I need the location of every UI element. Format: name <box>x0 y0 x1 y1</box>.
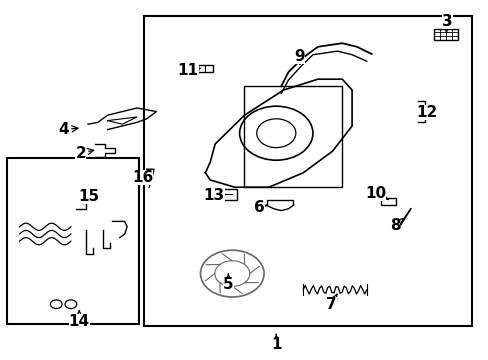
Bar <box>381 198 395 205</box>
Bar <box>217 189 237 200</box>
Text: 13: 13 <box>203 188 224 203</box>
Text: 16: 16 <box>132 170 153 185</box>
Bar <box>244 86 342 187</box>
Text: 10: 10 <box>364 186 388 201</box>
Text: 9: 9 <box>294 49 305 64</box>
Bar <box>433 29 457 40</box>
Text: 4: 4 <box>58 122 78 137</box>
Text: 6: 6 <box>253 199 267 215</box>
Text: 7: 7 <box>325 294 336 312</box>
Bar <box>144 16 471 326</box>
Text: 1: 1 <box>270 334 281 352</box>
Text: 2: 2 <box>75 145 94 161</box>
Text: 14: 14 <box>68 311 90 329</box>
Bar <box>7 158 139 324</box>
Text: 11: 11 <box>178 63 200 78</box>
Text: 3: 3 <box>441 14 452 32</box>
Text: 5: 5 <box>223 274 233 292</box>
Text: 15: 15 <box>78 189 100 204</box>
Bar <box>198 65 212 72</box>
Text: 12: 12 <box>415 105 437 120</box>
Text: 8: 8 <box>389 217 403 233</box>
